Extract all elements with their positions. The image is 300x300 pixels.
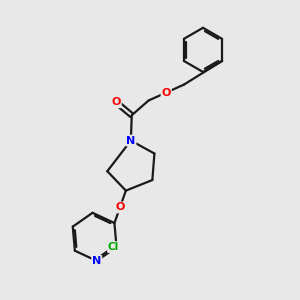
Text: N: N	[126, 136, 136, 146]
Text: Cl: Cl	[108, 242, 119, 252]
Text: O: O	[161, 88, 171, 98]
Text: O: O	[112, 97, 121, 107]
Text: N: N	[92, 256, 101, 266]
Text: O: O	[115, 202, 125, 212]
